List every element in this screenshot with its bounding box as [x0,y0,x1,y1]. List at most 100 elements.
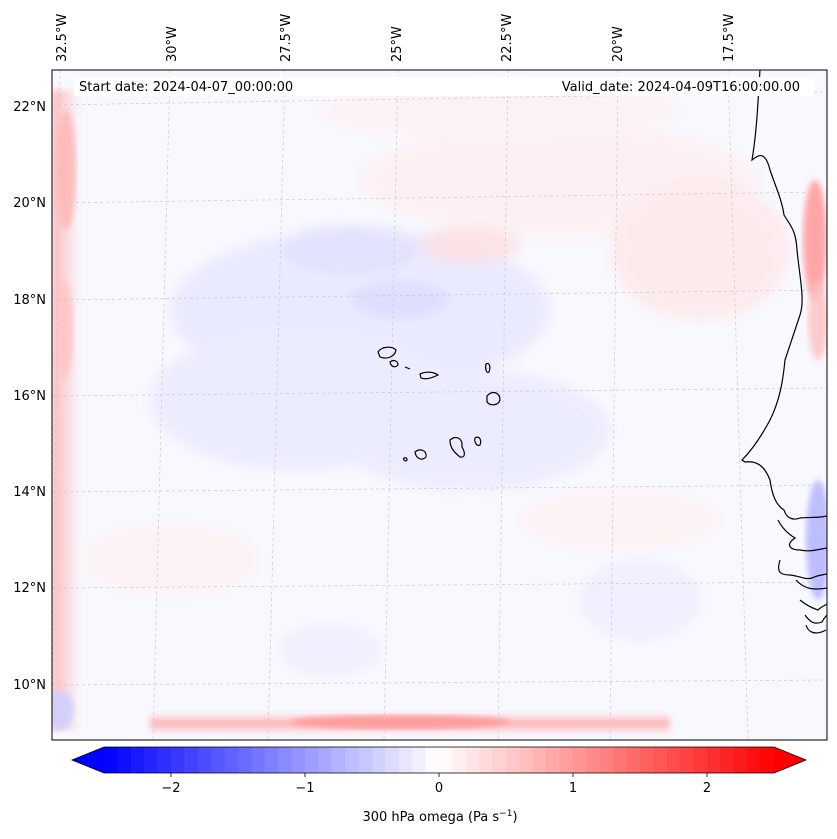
colorbar-level [171,747,185,773]
colorbar-level [184,747,199,773]
lat-label-14n: 14°N [13,485,46,500]
colorbar-level [157,747,172,773]
colorbar-level [291,747,306,773]
lat-label-12n: 12°N [13,581,46,596]
colorbar-level [452,747,467,773]
lat-label-18n: 18°N [13,293,46,308]
colorbar-level [626,747,641,773]
colorbar-level [546,747,561,773]
colorbar-level [331,747,346,773]
island-boa-vista [486,391,501,406]
colorbar-level [760,747,775,773]
island-santa-luzia [404,366,411,370]
negative-omega-region [150,225,700,675]
colorbar-level [144,747,159,773]
colorbar-level [251,747,266,773]
lon-label-20w: 20°W [611,26,626,62]
colorbar-level [707,747,721,773]
colorbar-level [506,747,520,773]
lon-label-27-5w: 27.5°W [279,14,294,62]
colorbar-level [372,747,386,773]
colorbar-level [130,747,145,773]
colorbar-level [747,747,762,773]
lon-label-22-5w: 22.5°W [500,14,515,62]
colorbar-level [559,747,574,773]
colorbar-level [224,747,239,773]
map-panel [52,70,827,740]
colorbar-level [398,747,413,773]
colorbar-extend-low [72,747,104,773]
latitude-labels: 22°N 20°N 18°N 16°N 14°N 12°N 10°N [13,100,46,693]
map-frame [51,69,828,741]
annotation-box [74,77,814,96]
lat-label-22n: 22°N [13,100,46,115]
colorbar: −2 −1 0 1 2 300 hPa omega (Pa s−1) [70,746,808,825]
colorbar-level [532,747,547,773]
colorbar-level [720,747,735,773]
colorbar-level [519,747,534,773]
colorbar-tick-label: 2 [703,781,711,796]
island-maio [474,436,482,447]
colorbar-level [666,747,681,773]
colorbar-level [693,747,708,773]
lon-label-17-5w: 17.5°W [722,14,737,62]
colorbar-tick-label: 1 [569,781,577,796]
graticule [52,70,827,740]
island-sao-vicente [389,359,399,368]
colorbar-level [104,747,118,773]
colorbar-levels [104,747,775,773]
colorbar-level [599,747,614,773]
colorbar-label-exponent: −1 [499,809,512,819]
colorbar-level [653,747,668,773]
colorbar-level [425,747,440,773]
colorbar-level [640,747,654,773]
longitude-labels: 32.5°W 30°W 27.5°W 25°W 22.5°W 20°W 17.5… [55,14,737,62]
lon-label-32-5w: 32.5°W [55,14,70,62]
right-edge-blue [806,480,827,600]
colorbar-level [479,747,494,773]
colorbar-level [238,747,252,773]
lat-label-16n: 16°N [13,389,46,404]
right-edge-red [803,180,827,300]
colorbar-label: 300 hPa omega (Pa s−1) [362,809,517,825]
colorbar-level [492,747,507,773]
island-sao-nicolau [419,371,440,380]
colorbar-ticks: −2 −1 0 1 2 [161,773,711,796]
positive-omega-patches [80,80,790,595]
lat-label-20n: 20°N [13,196,46,211]
colorbar-level [278,747,293,773]
island-santo-antao [377,346,397,359]
colorbar-tick-label: −2 [161,781,180,796]
colorbar-level [305,747,319,773]
colorbar-level [117,747,132,773]
colorbar-level [733,747,748,773]
colorbar-level [412,747,427,773]
start-date-label: Start date: 2024-04-07_00:00:00 [79,80,293,95]
colorbar-tick-label: −1 [295,781,314,796]
colorbar-level [680,747,695,773]
colorbar-level [264,747,279,773]
colorbar-outline [70,746,808,774]
colorbar-level [211,747,226,773]
coastline [741,70,827,634]
colorbar-level [385,747,400,773]
colorbar-level [439,747,453,773]
colorbar-extend-high [774,747,806,773]
colorbar-level [586,747,601,773]
valid-date-label: Valid_date: 2024-04-09T16:00:00.00 [562,80,800,95]
colorbar-level [613,747,628,773]
colorbar-level [573,747,587,773]
colorbar-level [358,747,373,773]
lon-label-30w: 30°W [165,26,180,62]
colorbar-tick-label: 0 [435,781,443,796]
island-brava [403,457,408,462]
island-santiago [449,437,465,458]
lat-label-10n: 10°N [13,678,46,693]
colorbar-level [318,747,333,773]
colorbar-level [345,747,360,773]
island-fogo [414,449,427,460]
cape-verde-islands [377,346,501,462]
colorbar-level [465,747,480,773]
island-sal [485,362,491,373]
